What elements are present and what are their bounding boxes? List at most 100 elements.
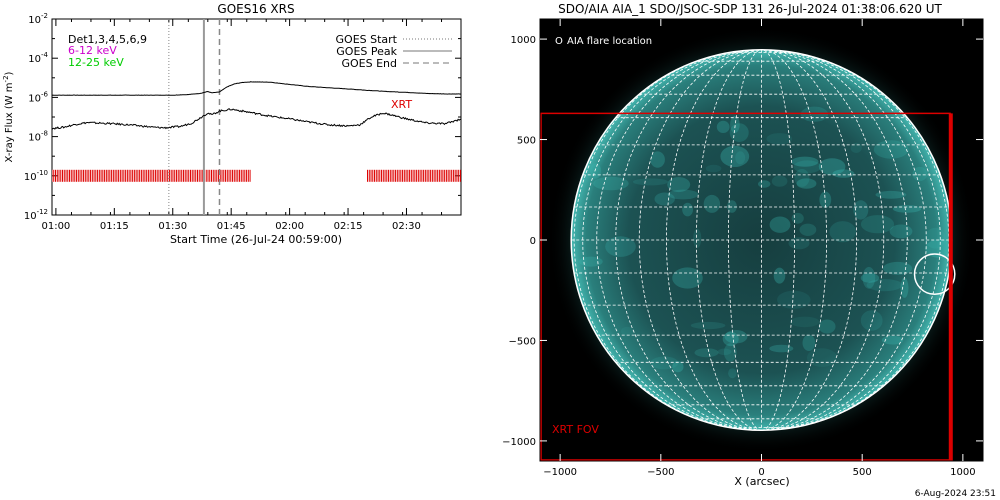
active-region-blob [654, 192, 675, 206]
active-region-blob [881, 335, 904, 345]
active-region-blob [796, 178, 817, 189]
legend-goes-start-label: GOES Start [336, 33, 398, 46]
longitude-line [761, 49, 941, 431]
longitude-line [596, 49, 762, 431]
active-region-blob [806, 348, 838, 367]
footer-timestamp: 6-Aug-2024 23:51 [915, 489, 996, 499]
active-region-blob [860, 215, 895, 234]
active-region-blob [724, 330, 748, 344]
x-tick-label: 02:15 [334, 221, 363, 232]
active-region-blob [862, 266, 876, 289]
x-tick-label: 01:00 [41, 221, 70, 232]
lightcurve-title: GOES16 XRS [217, 2, 294, 16]
longitude-line [582, 49, 762, 431]
active-region-blob [853, 200, 869, 220]
active-region-blob [758, 180, 771, 188]
active-region-blob [773, 267, 786, 284]
active-region-blob [667, 177, 691, 193]
active-region-blob [873, 140, 909, 159]
active-region-blob [788, 237, 810, 250]
y-tick-label: 10-10 [24, 169, 48, 183]
active-region-blob [883, 261, 913, 275]
aia-x-tick-label: 500 [853, 467, 872, 478]
aia-x-tick-label: 0 [758, 467, 764, 478]
longitude-line [761, 49, 795, 431]
x-tick-label: 02:00 [275, 221, 304, 232]
active-region-blob [730, 115, 740, 133]
active-region-blob [735, 151, 746, 165]
active-region-blob [790, 316, 820, 328]
xrt-fov-label: XRT FOV [552, 423, 599, 436]
x-tick-label: 01:30 [158, 221, 187, 232]
lightcurve-x-axis: 01:00 01:15 01:30 01:45 02:00 02:15 02:30 [41, 19, 462, 232]
active-region-blob [728, 368, 737, 379]
aia-x-tick-label: −500 [647, 467, 674, 478]
active-region-blob [912, 166, 928, 182]
active-region-blob [705, 164, 722, 173]
legend-goes-end-label: GOES End [341, 57, 397, 70]
xrt-fov-box [540, 112, 953, 461]
longitude-line [638, 49, 762, 431]
longitude-line [573, 49, 762, 431]
active-region-blob [777, 290, 811, 309]
channel-label-6-12: 6-12 keV [68, 44, 117, 57]
x-tick-label: 01:15 [100, 221, 129, 232]
aia-legend: O AIA flare location [555, 36, 652, 47]
active-region-blob [593, 176, 629, 191]
goes-lightcurve-panel: GOES16 XRS 10-2 10-4 10-6 10-8 10-10 10-12 01… [2, 2, 462, 246]
longitude-line [761, 49, 885, 431]
active-region-blob [605, 236, 636, 257]
active-region-blob [693, 228, 702, 248]
active-region-blob [866, 279, 903, 292]
active-region-blob [860, 273, 880, 283]
active-region-blob [800, 106, 829, 122]
active-region-blob [794, 169, 810, 187]
active-region-blob [716, 120, 730, 133]
active-region-blob [672, 361, 684, 373]
x-tick-label: 01:45 [217, 221, 246, 232]
longitude-line [695, 49, 762, 431]
lightcurve-plot-frame [51, 18, 462, 216]
longitude-line [761, 49, 828, 431]
heliographic-grid [571, 49, 952, 431]
x-tick-label: 02:30 [392, 221, 421, 232]
solar-active-regions [579, 106, 952, 379]
longitude-line [761, 49, 908, 431]
xrt-annotation: XRT [391, 98, 412, 111]
active-region-blob [892, 205, 922, 213]
y-tick-label: 10-12 [24, 208, 48, 222]
active-region-blob [590, 163, 602, 179]
aia-y-axis: 1000 500 0 −500 −1000 [502, 35, 983, 448]
aia-y-tick-label: −500 [509, 336, 536, 347]
goes-event-lines [168, 19, 221, 215]
y-tick-label: 10-4 [28, 51, 48, 65]
y-tick-label: 10-6 [28, 90, 48, 104]
active-region-blob [819, 191, 832, 208]
active-region-blob [889, 224, 913, 239]
channel-label-detectors: Det1,3,4,5,6,9 [68, 33, 147, 46]
y-tick-label: 10-2 [28, 12, 48, 26]
flux-series-line [52, 81, 461, 96]
active-region-blob [667, 189, 699, 200]
aia-legend-symbol: O [555, 36, 563, 47]
active-region-blob [650, 151, 665, 168]
active-region-blob [875, 190, 907, 199]
active-region-blob [729, 123, 749, 142]
active-region-blob [694, 348, 719, 358]
aia-x-axis: −1000 −500 0 500 1000 [543, 19, 976, 478]
aia-legend-label: AIA flare location [567, 36, 652, 47]
longitude-line [615, 49, 762, 431]
lightcurve-legend: GOES Start GOES Peak GOES End [336, 33, 452, 70]
xrt-coverage-ticks [52, 169, 461, 182]
active-region-blob [650, 356, 679, 370]
active-region-blob [690, 321, 726, 330]
active-region-blob [703, 194, 721, 213]
active-region-blob [769, 216, 791, 233]
active-region-blob [799, 223, 817, 236]
aia-image-title: SDO/AIA AIA_1 SDO/JSOC-SDP 131 26-Jul-20… [558, 2, 942, 16]
active-region-blob [829, 221, 856, 243]
flux-series-line [52, 108, 461, 130]
active-region-blob [802, 334, 816, 351]
active-region-blob [682, 202, 693, 217]
